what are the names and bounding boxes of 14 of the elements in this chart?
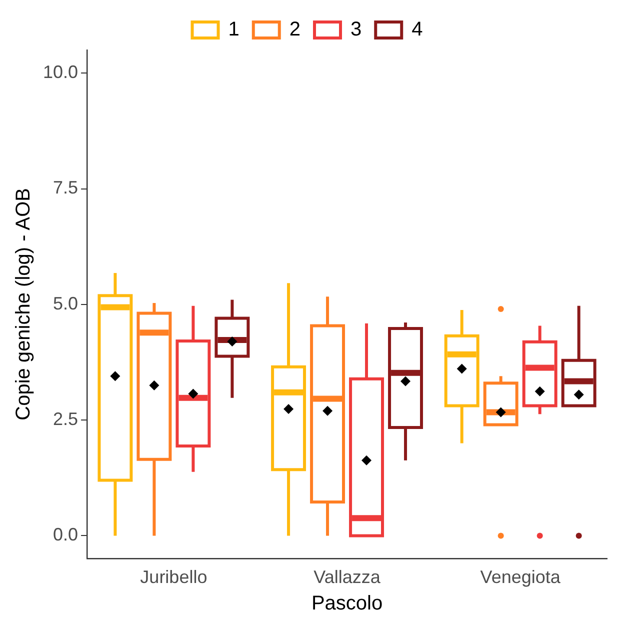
y-tick-label: 0.0 [53,524,78,545]
y-tick-label: 2.5 [53,409,78,430]
legend-label: 2 [289,18,300,41]
y-tick-label: 7.5 [53,178,78,198]
y-tick-label: 10.0 [42,62,78,82]
y-axis-title: Copie geniche (log) - AOB [12,188,35,420]
x-tick-label: Juribello [140,567,208,588]
x-tick-label: Vallazza [314,567,382,588]
x-tick-label: Venegiota [480,567,562,588]
y-tick-label: 5.0 [53,293,78,314]
legend-label: 1 [228,18,240,41]
x-axis-title: Pascolo [311,592,383,615]
legend-label: 3 [350,18,362,41]
legend-label: 4 [412,18,423,41]
